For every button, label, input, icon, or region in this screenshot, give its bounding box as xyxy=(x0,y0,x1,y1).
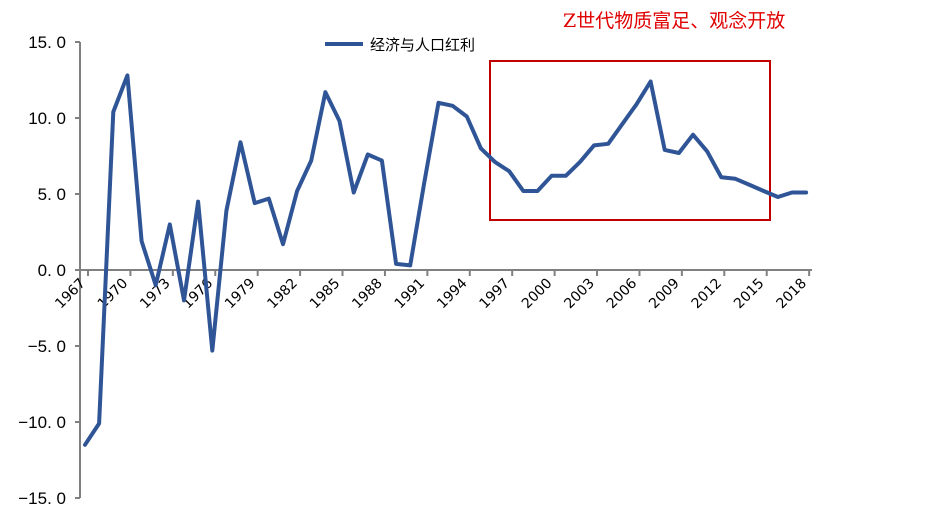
x-tick-label: 1994 xyxy=(434,275,471,312)
y-tick-label: 0. 0 xyxy=(38,261,66,280)
legend-label: 经济与人口红利 xyxy=(370,36,475,54)
y-axis: 15. 0 10. 0 5. 0 0. 0 −5. 0 −10. 0 −15. 0 xyxy=(18,33,81,508)
x-tick-label: 1985 xyxy=(307,276,344,313)
x-tick-label: 2006 xyxy=(604,275,641,312)
x-tick-label: 2000 xyxy=(519,276,556,313)
y-tick-label: −5. 0 xyxy=(28,337,66,356)
x-axis: 1967 1970 1973 1976 1979 1982 1985 1988 1991 1994… xyxy=(52,269,812,313)
y-tick-label: 5. 0 xyxy=(38,185,66,204)
x-tick-label: 2003 xyxy=(561,276,598,313)
x-tick-label: 1979 xyxy=(222,276,259,313)
x-tick-label: 2009 xyxy=(646,276,683,313)
x-tick-label: 1988 xyxy=(349,276,386,313)
highlight-box xyxy=(489,60,771,221)
x-tick-label: 2012 xyxy=(689,276,726,313)
x-tick-label: 2018 xyxy=(773,276,810,313)
x-tick-label: 1967 xyxy=(52,276,89,313)
x-tick-label: 2015 xyxy=(731,276,768,313)
x-tick-label: 1970 xyxy=(95,276,132,313)
legend: 经济与人口红利 xyxy=(325,36,475,54)
y-tick-label: 10. 0 xyxy=(28,109,66,128)
x-tick-label: 1991 xyxy=(392,276,429,313)
x-tick-label: 1982 xyxy=(264,276,301,313)
x-tick-label: 1997 xyxy=(477,276,514,313)
y-tick-label: −15. 0 xyxy=(18,489,66,508)
y-tick-label: −10. 0 xyxy=(18,413,66,432)
y-tick-label: 15. 0 xyxy=(28,33,66,52)
annotation-text: Z世代物质富足、观念开放 xyxy=(563,9,785,32)
series-line xyxy=(83,73,809,447)
